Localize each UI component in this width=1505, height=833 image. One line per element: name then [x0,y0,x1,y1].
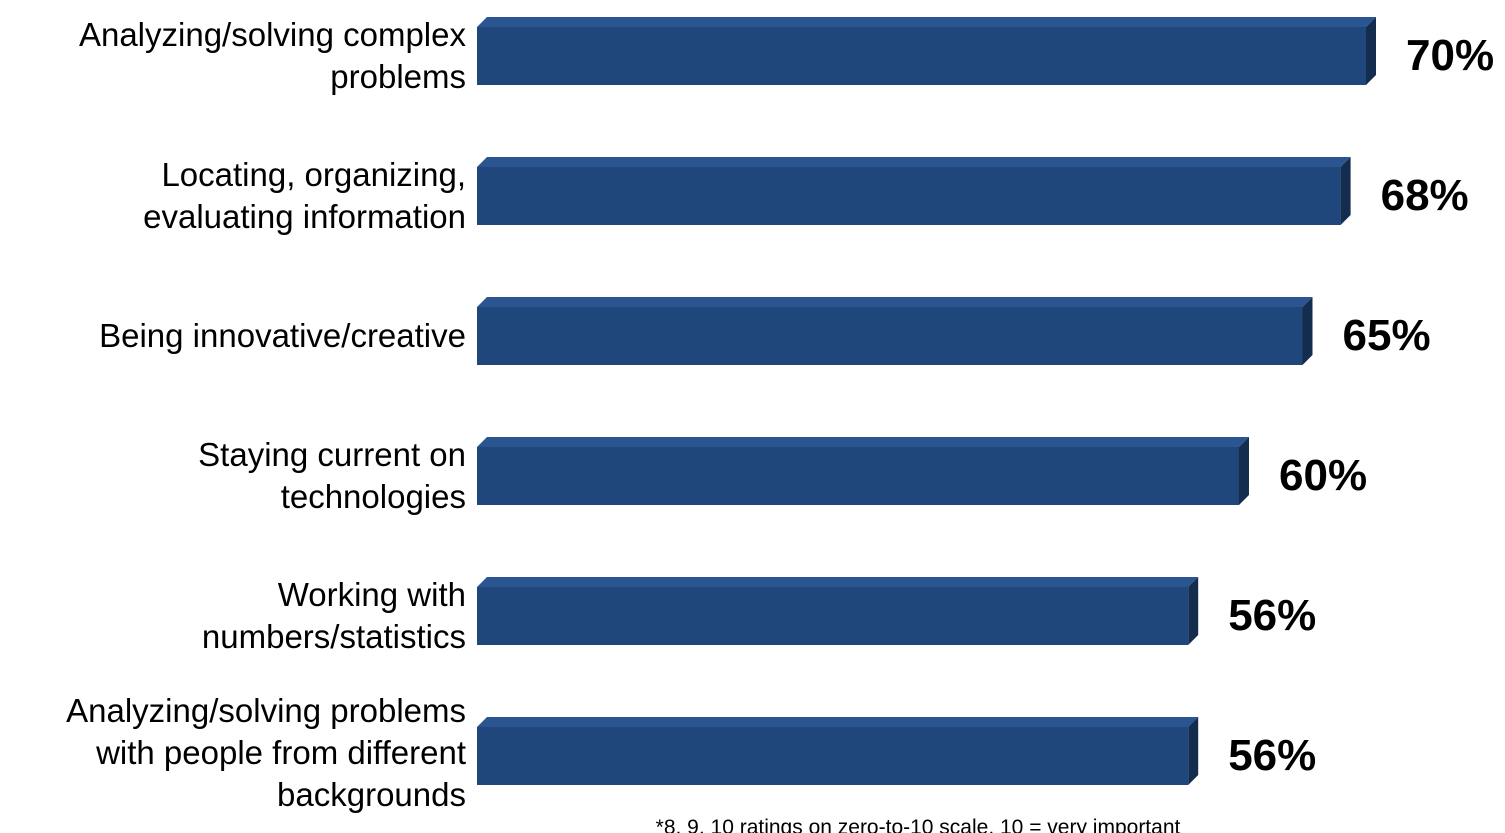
category-label-line: Staying current on [198,436,466,473]
bar-front-face [477,27,1366,85]
bar-top-face [477,157,1351,167]
bar-top-face [477,577,1199,587]
category-label-line: Working with [278,576,466,613]
bar [477,437,1249,505]
bar-front-face [477,307,1303,365]
bar-side-face [1188,577,1199,645]
bar-side-face [1239,437,1249,505]
bar-front-face [477,587,1189,645]
bar-side-face [1366,17,1376,85]
value-label: 56% [1228,731,1316,780]
value-label: 60% [1279,451,1367,500]
category-label-line: numbers/statistics [202,618,466,655]
bar-front-face [477,167,1341,225]
value-label: 56% [1228,591,1316,640]
category-label: Locating, organizing, evaluating informat… [143,156,466,235]
category-label-line: backgrounds [277,776,466,813]
value-labels-layer: 70% 68% 65% 60% 56% 56% [1228,31,1494,780]
bar [477,297,1313,365]
category-label-line: problems [330,58,466,95]
category-label-line: technologies [281,478,466,515]
bar [477,717,1199,785]
value-label: 65% [1343,311,1431,360]
value-label: 68% [1381,171,1469,220]
bar [477,157,1351,225]
category-label-line: Locating, organizing, [161,156,466,193]
bar-top-face [477,717,1199,727]
value-label: 70% [1406,31,1494,80]
category-labels-layer: Analyzing/solving complex problems Locatin… [66,16,466,813]
category-label-line: evaluating information [143,198,466,235]
category-label-line: Analyzing/solving complex [79,16,467,53]
category-label: Being innovative/creative [99,317,466,354]
bar-front-face [477,447,1239,505]
bar-front-face [477,727,1189,785]
bar [477,577,1199,645]
category-label: Analyzing/solving complex problems [79,16,467,95]
category-label-line: Being innovative/creative [99,317,466,354]
category-label: Staying current on technologies [198,436,466,515]
bar-side-face [1302,297,1313,365]
bars-layer [477,17,1376,785]
category-label: Working with numbers/statistics [202,576,466,655]
bar-side-face [1188,717,1199,785]
bar-top-face [477,297,1313,307]
bar [477,17,1376,85]
footnote: *8, 9, 10 ratings on zero-to-10 scale, 1… [656,816,1181,833]
category-label-line: with people from different [95,734,466,771]
category-label: Analyzing/solving problems with people fr… [66,692,466,813]
bar-side-face [1340,157,1351,225]
bar-top-face [477,437,1249,447]
category-label-line: Analyzing/solving problems [66,692,466,729]
bar-top-face [477,17,1376,27]
